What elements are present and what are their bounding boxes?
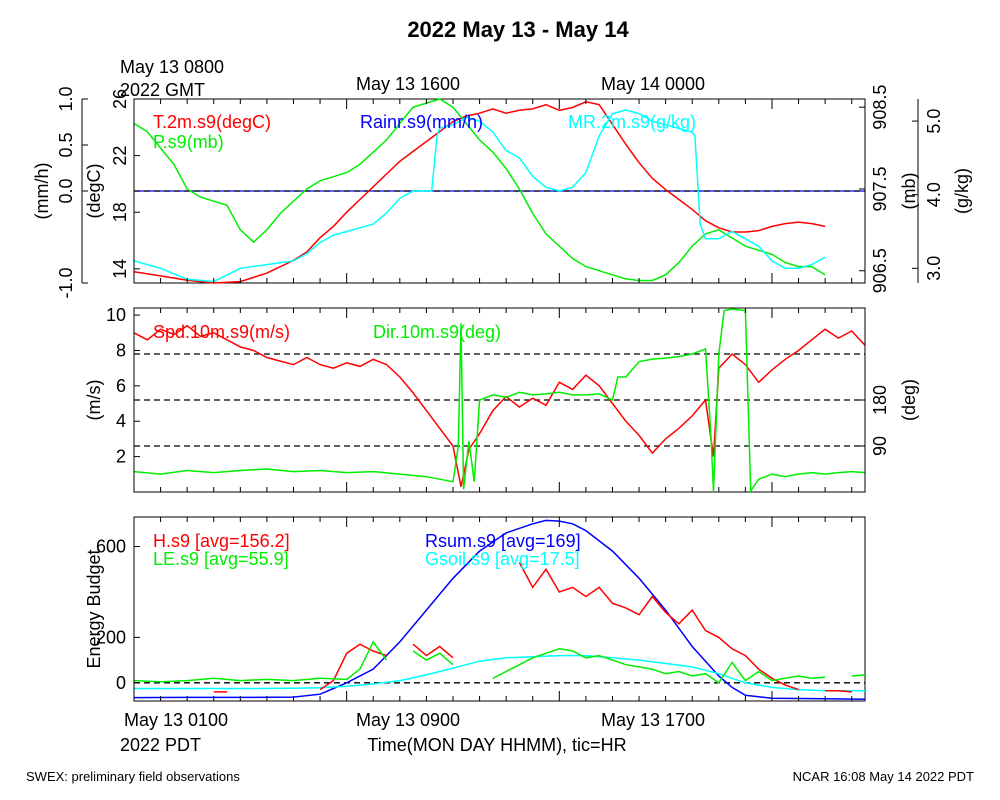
energy-tick-label: 200 [96,627,126,647]
mr-tick-label: 5.0 [924,109,944,134]
gmt-label-3: May 14 0000 [601,74,705,94]
pres-tick-label: 908.5 [870,85,890,130]
mr-axis-label: (g/kg) [952,168,972,214]
spd-axis-label: (m/s) [84,380,104,421]
spd-tick-label: 8 [116,340,126,360]
pdt-sub-label: 2022 PDT [120,735,201,755]
bottom-panel-series [133,519,866,700]
le-series-segment [851,674,866,677]
pdt-label-1: May 13 0100 [124,710,228,730]
temp-series-line [133,101,826,284]
temp-tick-label: 22 [110,146,130,166]
energy-axis-label: Energy Budget [84,549,104,668]
spd-tick-label: 4 [116,411,126,431]
gmt-label-1: May 13 0800 [120,57,224,77]
legend-mr: MR.2m.s9(g/kg) [568,112,696,132]
legend-temp: T.2m.s9(degC) [153,112,271,132]
temp-tick-label: 18 [110,202,130,222]
energy-tick-label: 600 [96,537,126,557]
bottom-panel-ticks: 0 200 600 [96,517,853,701]
legend-rsum: Rsum.s9 [avg=169] [425,531,581,551]
legend-pres: P.s9(mb) [153,132,224,152]
rain-axis-label: (mm/h) [32,163,52,220]
spd-tick-label: 6 [116,376,126,396]
pres-tick-label: 906.5 [870,248,890,293]
rsum-series-line [133,519,866,700]
pres-tick-label: 907.5 [870,166,890,211]
legend-dir: Dir.10m.s9(deg) [373,322,501,342]
le-series-segment [133,640,388,683]
rain-tick-label: -1.0 [56,267,76,298]
chart-title: 2022 May 13 - May 14 [407,17,629,42]
temp-tick-label: 14 [110,259,130,279]
legend-gsoil: Gsoil.s9 [avg=17.5] [425,549,580,569]
dir-tick-label: 90 [870,436,890,456]
temp-axis-label: (degC) [84,163,104,218]
pres-axis-label: (mb) [899,173,919,210]
pdt-label-2: May 13 0900 [356,710,460,730]
gmt-sub-label: 2022 GMT [120,80,205,100]
temp-tick-label: 26 [110,89,130,109]
rain-tick-label: 1.0 [56,86,76,111]
gsoil-series-line [134,654,865,692]
pres-series-line [133,98,826,282]
spd-tick-label: 10 [106,305,126,325]
energy-tick-label: 0 [116,673,126,693]
rain-tick-label: 0.5 [56,132,76,157]
top-panel-ticks: -1.0 0.0 0.5 1.0 14 18 22 26 906.5 907.5 908.5 3.0 4… [56,85,944,299]
top-panel-series [133,98,865,284]
rain-tick-label: 0.0 [56,178,76,203]
h-series-segment [412,643,454,659]
mr-tick-label: 4.0 [924,182,944,207]
h-series-segment [825,690,852,693]
gmt-label-2: May 13 1600 [356,74,460,94]
h-series-segment [518,562,799,691]
mr-series-line [133,109,826,283]
dir-axis-label: (deg) [899,379,919,421]
le-series-segment [492,648,826,684]
legend-spd: Spd.10m.s9(m/s) [153,322,290,342]
legend-le: LE.s9 [avg=55.9] [153,549,289,569]
h-series-segment [319,643,387,691]
spd-tick-label: 2 [116,447,126,467]
mr-tick-label: 3.0 [924,256,944,281]
dir-tick-label: 180 [870,385,890,415]
middle-panel-series [133,308,866,494]
dir-series-line [133,308,866,494]
x-axis-title: Time(MON DAY HHMM), tic=HR [367,735,626,755]
pdt-label-3: May 13 1700 [601,710,705,730]
legend-h: H.s9 [avg=156.2] [153,531,290,551]
le-series-segment [412,650,454,666]
middle-panel-ticks: 2 4 6 8 10 90 180 [106,305,890,492]
footer-right: NCAR 16:08 May 14 2022 PDT [793,769,974,784]
legend-rain: Rainr.s9(mm/h) [360,112,483,132]
spd-series-line [133,324,866,487]
footer-left: SWEX: preliminary field observations [26,769,240,784]
